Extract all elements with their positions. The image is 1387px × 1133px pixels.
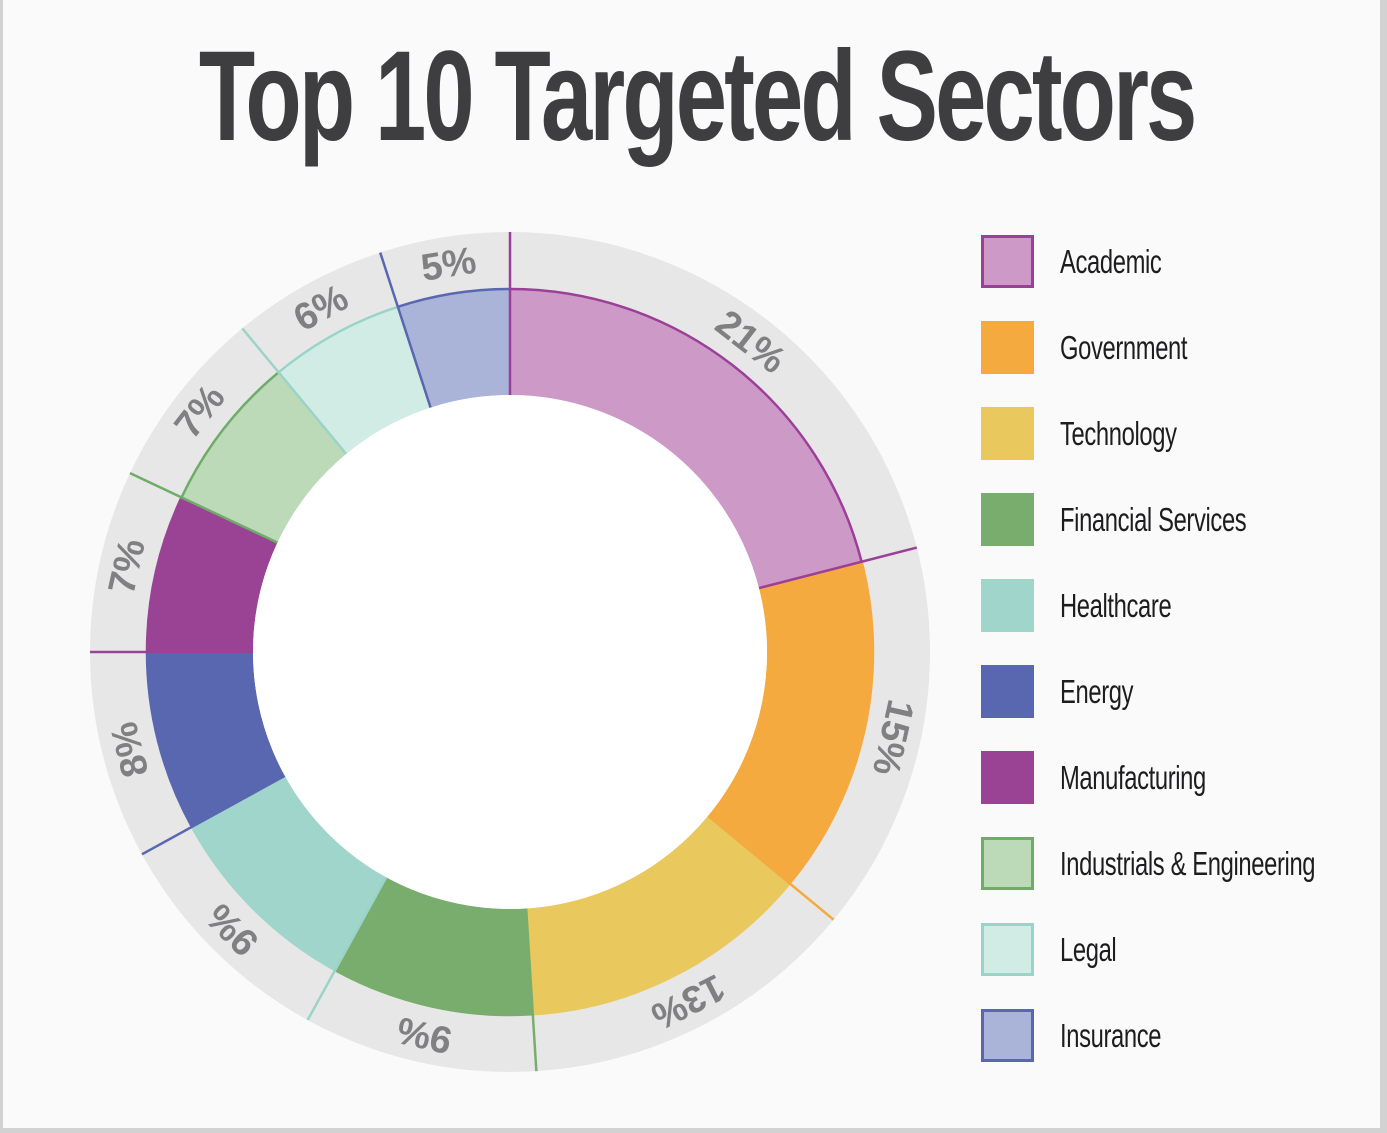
slice-divider-line	[306, 876, 388, 1021]
chart-title: Top 10 Targeted Sectors	[198, 25, 1197, 168]
slice-outline-legal	[277, 305, 399, 374]
slice-outline-manufacturing	[145, 496, 183, 653]
legend-label: Technology	[1060, 414, 1177, 452]
slice-divider-line	[379, 252, 432, 408]
legend-swatch	[981, 1009, 1034, 1062]
donut-chart: 21%15%13%9%9%8%7%7%6%5%	[90, 232, 930, 1072]
slice-government	[708, 561, 873, 884]
legend-label: Academic	[1060, 242, 1162, 280]
legend-swatch	[981, 837, 1034, 890]
slice-outline-technology	[532, 882, 791, 1016]
legend-label: Industrials & Engineering	[1060, 844, 1316, 882]
slice-outline-insurance	[397, 287, 511, 308]
slice-healthcare	[191, 775, 387, 971]
slice-industrials-engineering	[181, 372, 347, 543]
slice-divider-line	[524, 908, 538, 1072]
legend-label: Legal	[1060, 930, 1117, 968]
legend-item-technology: Technology	[981, 407, 1222, 460]
slice-outline-academic	[509, 287, 863, 563]
legend-swatch	[981, 493, 1034, 546]
legend-item-industrials-engineering: Industrials & Engineering	[981, 837, 1380, 890]
slice-outline-healthcare	[190, 826, 336, 972]
slice-outline-financial-services	[334, 969, 533, 1017]
slice-energy	[147, 652, 285, 827]
slice-outline-energy	[145, 651, 193, 828]
slice-divider-line	[707, 814, 835, 921]
slice-insurance	[397, 289, 510, 408]
infographic-frame: Top 10 Targeted Sectors 21% 15% 13% 9% 9% 8% 7…	[3, 0, 1380, 1128]
donut-hole	[253, 395, 767, 909]
slice-dividers	[90, 232, 918, 1072]
slice-divider-line	[241, 327, 348, 455]
slice-outline-government	[788, 561, 875, 885]
legend-label: Manufacturing	[1060, 758, 1206, 796]
legend-label: Insurance	[1060, 1016, 1162, 1054]
slice-technology	[526, 815, 790, 1015]
slice-divider-line	[129, 472, 278, 544]
legend-swatch	[981, 751, 1034, 804]
legend-item-government: Government	[981, 321, 1237, 374]
legend-item-academic: Academic	[981, 235, 1201, 288]
legend-swatch	[981, 923, 1034, 976]
legend-swatch	[981, 579, 1034, 632]
legend-swatch	[981, 407, 1034, 460]
legend-item-financial-services: Financial Services	[981, 493, 1319, 546]
slice-manufacturing	[147, 497, 278, 652]
slice-divider-line	[141, 774, 286, 856]
legend-label: Healthcare	[1060, 586, 1172, 624]
slice-financial-services	[335, 877, 533, 1015]
legend-item-manufacturing: Manufacturing	[981, 751, 1263, 804]
legend-item-legal: Legal	[981, 923, 1138, 976]
legend-swatch	[981, 235, 1034, 288]
slice-academic	[510, 289, 862, 589]
slice-outline-industrials-engineering	[180, 371, 280, 498]
donut-slices	[145, 287, 875, 1017]
legend-item-healthcare: Healthcare	[981, 579, 1215, 632]
percent-label-insurance: 5%	[418, 240, 479, 290]
legend-item-energy: Energy	[981, 665, 1162, 718]
legend-item-insurance: Insurance	[981, 1009, 1200, 1062]
legend-swatch	[981, 665, 1034, 718]
slice-divider-line	[758, 546, 918, 590]
legend-label: Financial Services	[1060, 500, 1247, 538]
legend-swatch	[981, 321, 1034, 374]
legend-label: Government	[1060, 328, 1188, 366]
legend-label: Energy	[1060, 672, 1134, 710]
